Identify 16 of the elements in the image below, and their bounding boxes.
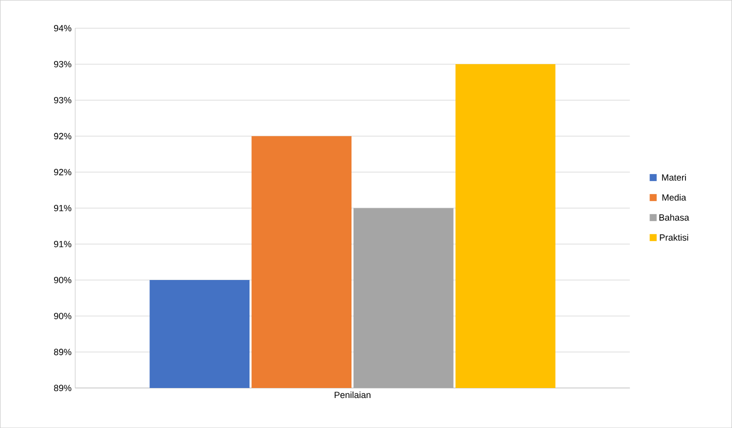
y-tick-label: 91% — [54, 204, 72, 212]
legend-label: Media — [662, 194, 686, 201]
y-tick-label: 90% — [54, 312, 72, 320]
y-tick-label: 92% — [54, 132, 72, 140]
y-tick-label: 93% — [54, 96, 72, 104]
legend-label: Praktisi — [660, 234, 688, 241]
y-tick-label: 89% — [54, 348, 72, 356]
y-tick-label: 93% — [54, 60, 72, 68]
y-tick-label: 90% — [54, 276, 72, 284]
y-tick-label: 89% — [54, 384, 72, 392]
y-tick-label: 92% — [54, 168, 72, 176]
legend-label: Bahasa — [659, 214, 690, 221]
y-tick-label: 94% — [54, 24, 72, 32]
legend-label: Materi — [662, 174, 686, 181]
x-tick-label: Penilaian — [334, 391, 370, 398]
y-tick-label: 91% — [54, 240, 72, 248]
